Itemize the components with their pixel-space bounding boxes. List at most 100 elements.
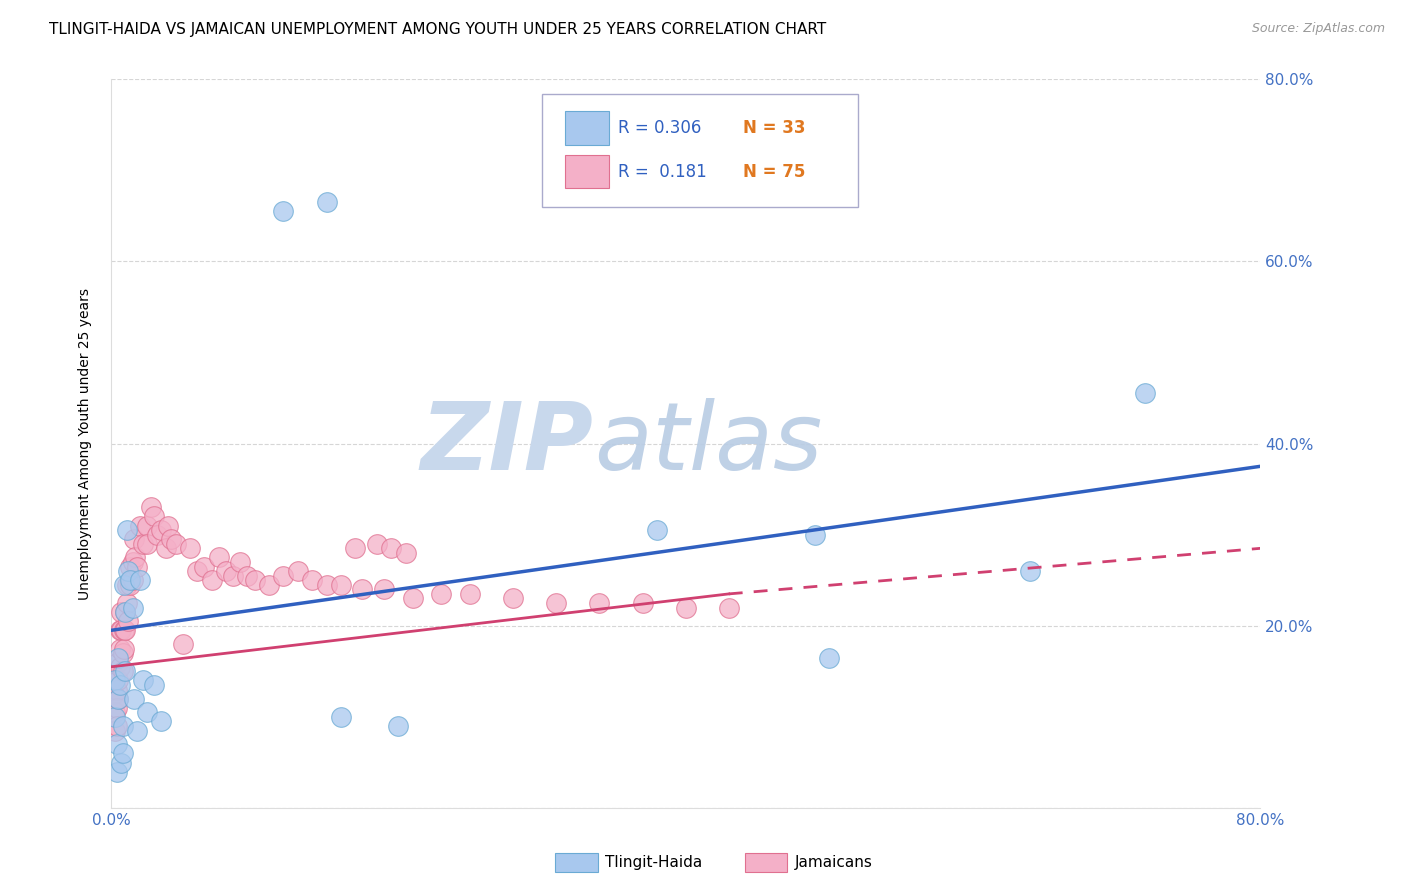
Point [105, 701, 128, 715]
Point [717, 600, 740, 615]
Point [110, 605, 132, 619]
Point [329, 578, 352, 592]
Text: N = 33: N = 33 [744, 119, 806, 136]
FancyBboxPatch shape [565, 155, 609, 188]
Point [128, 518, 150, 533]
Point [136, 518, 159, 533]
Point [107, 673, 129, 688]
Point [128, 573, 150, 587]
Point [104, 723, 127, 738]
Point [125, 559, 148, 574]
Point [222, 568, 245, 582]
Point [631, 596, 654, 610]
Point [155, 541, 177, 556]
Point [588, 596, 610, 610]
Point [112, 578, 135, 592]
Point [110, 756, 132, 770]
Point [315, 578, 337, 592]
Point [114, 605, 136, 619]
Point [112, 624, 135, 638]
Point [179, 541, 201, 556]
Point [118, 578, 141, 592]
Point [387, 719, 409, 733]
Point [229, 555, 252, 569]
Point [430, 587, 453, 601]
Point [157, 518, 180, 533]
FancyBboxPatch shape [565, 112, 609, 145]
Point [146, 527, 169, 541]
Point [115, 578, 138, 592]
Point [287, 564, 309, 578]
Point [108, 660, 131, 674]
Point [818, 650, 841, 665]
Point [117, 614, 139, 628]
Point [122, 533, 145, 547]
Text: Source: ZipAtlas.com: Source: ZipAtlas.com [1251, 22, 1385, 36]
Point [193, 559, 215, 574]
Point [160, 533, 183, 547]
Point [402, 591, 425, 606]
Point [301, 573, 323, 587]
Point [380, 541, 402, 556]
Point [108, 624, 131, 638]
Point [215, 564, 238, 578]
Point [141, 500, 163, 515]
Point [121, 555, 143, 569]
Point [103, 669, 125, 683]
Point [366, 537, 388, 551]
Point [394, 546, 416, 560]
Point [124, 550, 146, 565]
Point [172, 637, 194, 651]
Point [118, 559, 141, 574]
Point [236, 568, 259, 582]
Text: Tlingit-Haida: Tlingit-Haida [605, 855, 702, 870]
Point [125, 723, 148, 738]
Point [645, 523, 668, 537]
Y-axis label: Unemployment Among Youth under 25 years: Unemployment Among Youth under 25 years [79, 287, 93, 599]
Point [373, 582, 395, 597]
Point [114, 624, 136, 638]
Point [121, 600, 143, 615]
Point [352, 582, 374, 597]
Point [105, 764, 128, 779]
Point [108, 641, 131, 656]
Text: atlas: atlas [593, 398, 823, 489]
Point [117, 564, 139, 578]
Point [150, 714, 173, 729]
Point [104, 673, 127, 688]
Point [114, 665, 136, 679]
Point [502, 591, 524, 606]
Point [315, 194, 337, 209]
Point [105, 682, 128, 697]
Point [208, 550, 231, 565]
Point [111, 747, 134, 761]
Point [243, 573, 266, 587]
Point [546, 596, 568, 610]
Point [1019, 564, 1042, 578]
Point [107, 691, 129, 706]
Point [143, 509, 166, 524]
Point [200, 573, 222, 587]
Point [104, 710, 127, 724]
Point [103, 687, 125, 701]
Text: TLINGIT-HAIDA VS JAMAICAN UNEMPLOYMENT AMONG YOUTH UNDER 25 YEARS CORRELATION CH: TLINGIT-HAIDA VS JAMAICAN UNEMPLOYMENT A… [49, 22, 827, 37]
Point [165, 537, 187, 551]
Point [121, 573, 143, 587]
Point [108, 678, 131, 692]
Point [136, 537, 159, 551]
Point [675, 600, 697, 615]
Point [111, 665, 134, 679]
Point [107, 655, 129, 669]
Point [115, 596, 138, 610]
Point [150, 523, 173, 537]
Point [107, 650, 129, 665]
Point [111, 646, 134, 660]
Point [273, 204, 295, 219]
Point [329, 710, 352, 724]
Text: R = 0.306: R = 0.306 [617, 119, 702, 136]
Point [131, 537, 153, 551]
Text: R =  0.181: R = 0.181 [617, 162, 707, 180]
Text: ZIP: ZIP [420, 398, 593, 490]
Text: Jamaicans: Jamaicans [794, 855, 872, 870]
Point [115, 523, 138, 537]
